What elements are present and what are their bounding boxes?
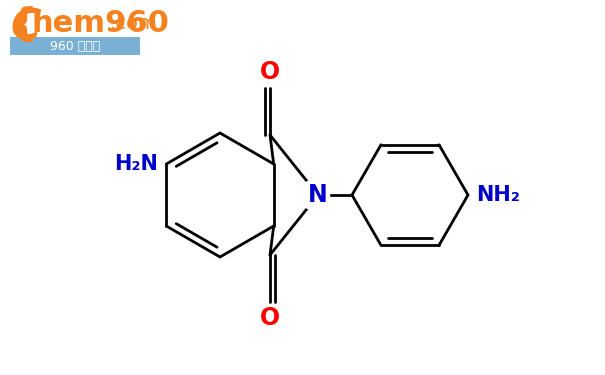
Text: O: O [260, 306, 280, 330]
Text: N: N [308, 183, 328, 207]
Text: H₂N: H₂N [114, 154, 159, 174]
Text: .com: .com [110, 14, 158, 33]
Text: C: C [10, 7, 41, 49]
Text: 960 化工网: 960 化工网 [50, 39, 100, 53]
Text: NH₂: NH₂ [476, 185, 520, 205]
Text: hem960: hem960 [31, 9, 169, 38]
Text: O: O [260, 60, 280, 84]
Bar [10, 37, 140, 55]
Text: ❴: ❴ [7, 6, 39, 44]
